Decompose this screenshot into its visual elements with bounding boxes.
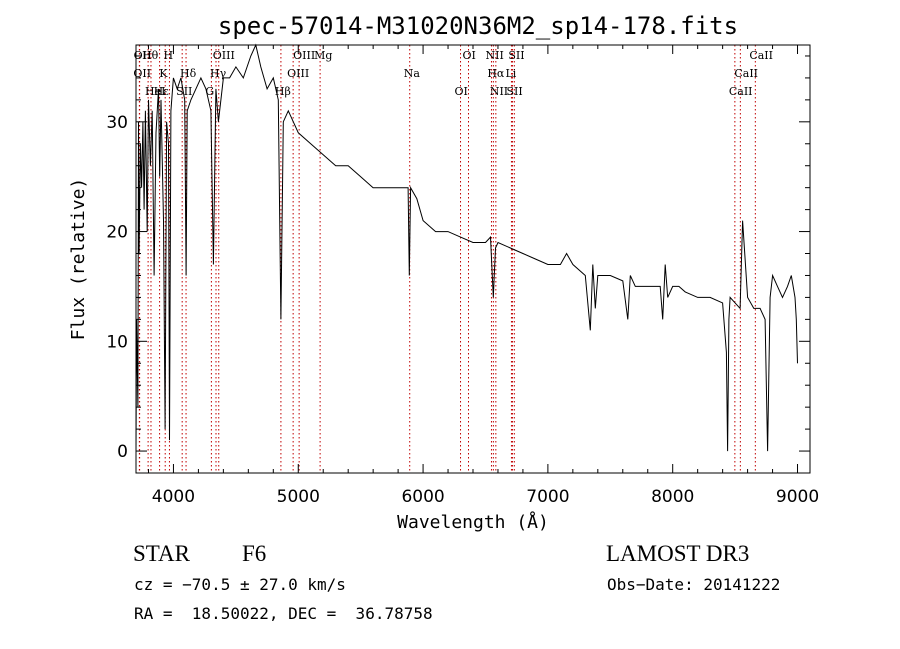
- line-label: Hα: [487, 67, 505, 80]
- y-tick-label: 30: [106, 113, 128, 133]
- line-label: OIII: [293, 49, 315, 62]
- x-tick-label: 6000: [401, 487, 444, 507]
- line-label: K: [159, 67, 168, 80]
- coordinates: RA = 18.50022, DEC = 36.78758: [134, 604, 433, 623]
- line-label: Na: [404, 67, 421, 80]
- line-label: CaII: [729, 85, 753, 98]
- line-label: OII: [133, 67, 151, 80]
- object-class: STAR: [133, 541, 190, 566]
- y-axis: 0 10 20 30: [106, 55, 810, 474]
- redshift-velocity: cz = −70.5 ± 27.0 km/s: [134, 575, 346, 594]
- object-subclass: F6: [242, 541, 267, 566]
- line-label: Hθ: [142, 49, 159, 62]
- line-label: OIII: [287, 67, 309, 80]
- line-label: Hβ: [275, 85, 291, 98]
- x-tick-label: 5000: [277, 487, 320, 507]
- y-tick-label: 0: [117, 442, 128, 462]
- line-label: SII: [176, 85, 192, 98]
- line-label: HeI: [145, 85, 165, 98]
- x-axis-label: Wavelength (Å): [397, 511, 549, 533]
- survey-name: LAMOST DR3: [606, 541, 750, 566]
- line-label: CaII: [734, 67, 758, 80]
- x-tick-label: 4000: [152, 487, 195, 507]
- line-label: Mg: [314, 49, 332, 62]
- line-label: OI: [455, 85, 468, 98]
- line-label: OIII: [213, 49, 235, 62]
- emission-line-markers: [138, 45, 756, 473]
- chart-title: spec-57014-M31020N36M2_sp14-178.fits: [218, 12, 738, 40]
- x-tick-label: 9000: [776, 487, 819, 507]
- line-label: Hγ: [210, 67, 227, 80]
- x-tick-label: 7000: [526, 487, 569, 507]
- x-axis: 4000 5000 6000 7000 8000 9000: [147, 45, 819, 507]
- line-label: Hε: [154, 85, 170, 98]
- line-label: NII: [485, 49, 503, 62]
- line-label: SII: [506, 85, 522, 98]
- line-label: NII: [490, 85, 508, 98]
- emission-line-labels: HθOIIHeIOIIKHεHHδSIIOIIIHγGOIIIOIIIHβMgN…: [133, 49, 773, 98]
- line-label: CaII: [749, 49, 773, 62]
- line-label: G: [205, 85, 214, 98]
- y-axis-label: Flux (relative): [68, 178, 89, 341]
- plot-frame: [135, 44, 811, 474]
- line-label: Hδ: [180, 67, 197, 80]
- y-tick-label: 10: [106, 332, 128, 352]
- x-tick-label: 8000: [651, 487, 694, 507]
- line-label: OII: [134, 49, 152, 62]
- line-label: H: [163, 49, 173, 62]
- y-tick-label: 20: [106, 223, 128, 243]
- observation-date: Obs−Date: 20141222: [607, 575, 781, 594]
- spectrum-line: [135, 43, 798, 452]
- line-label: Li: [505, 67, 516, 80]
- line-label: SII: [508, 49, 524, 62]
- line-label: OI: [463, 49, 476, 62]
